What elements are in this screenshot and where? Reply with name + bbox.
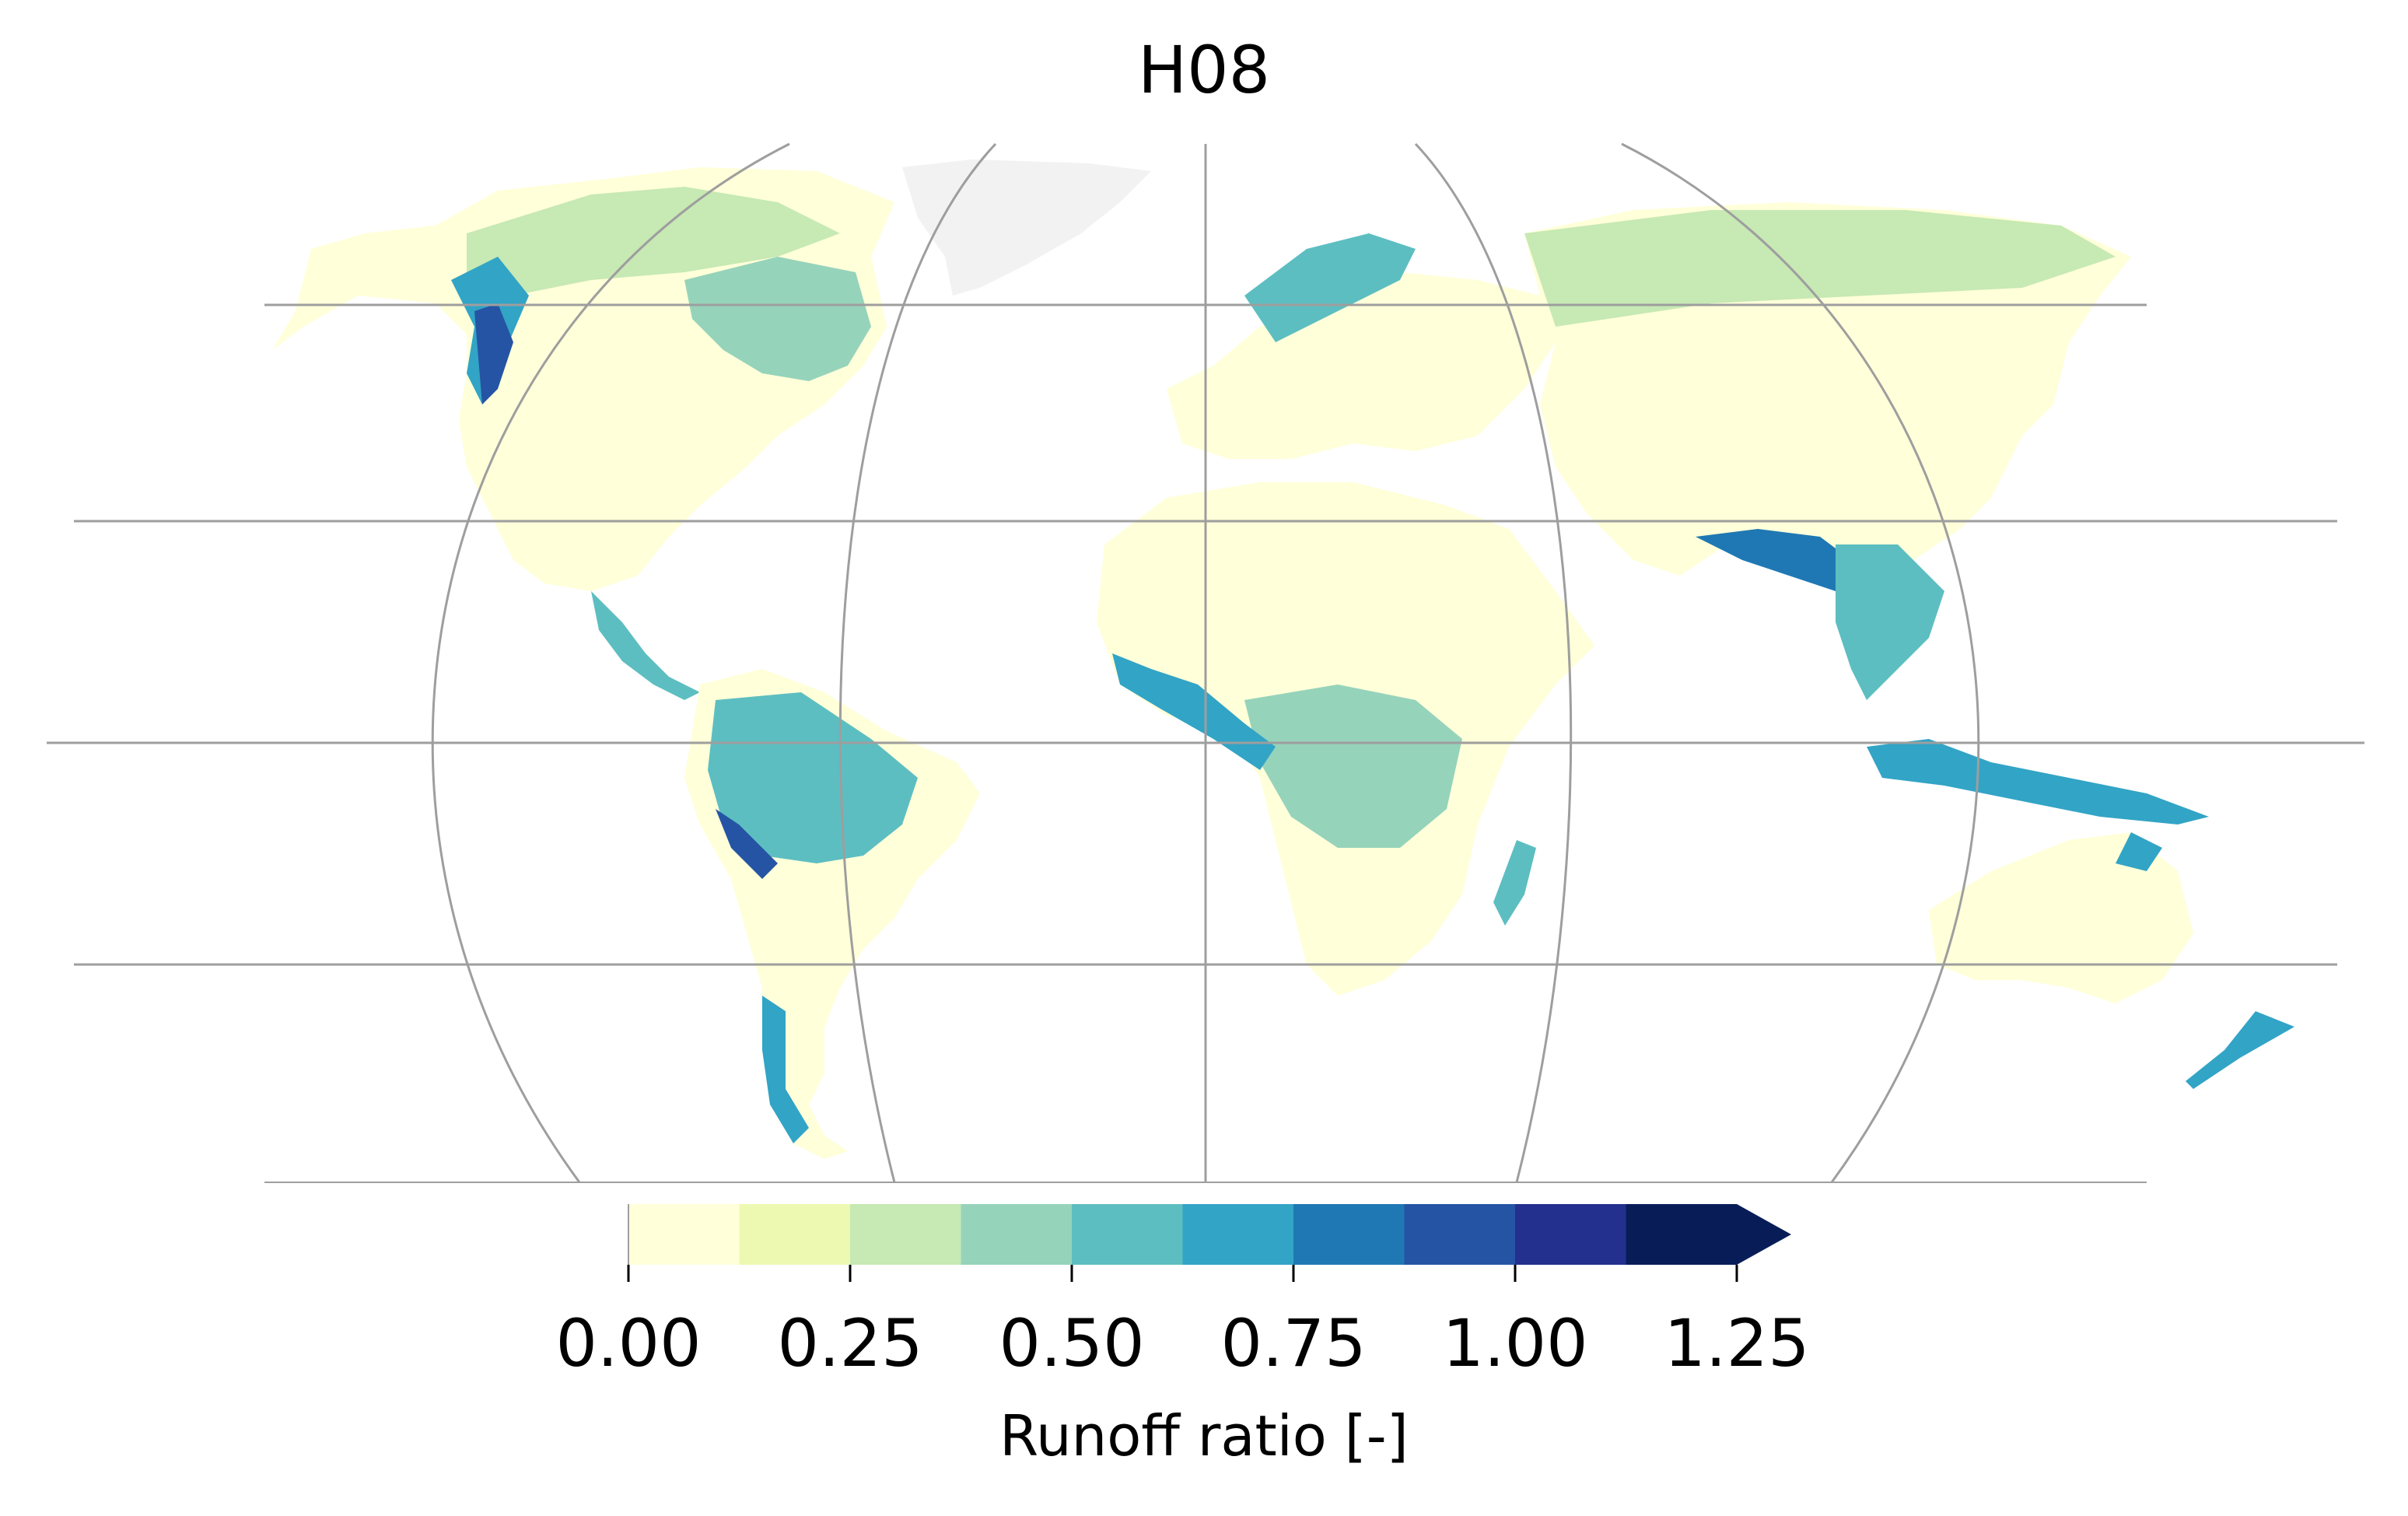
colorbar-tick-label: 1.00 bbox=[1442, 1305, 1588, 1381]
pacific-northwest bbox=[474, 303, 513, 404]
meridian-60w bbox=[838, 142, 997, 1183]
colorbar-swatch bbox=[850, 1204, 961, 1265]
north-america-wet bbox=[684, 257, 871, 381]
andes-wet bbox=[716, 809, 778, 879]
colorbar-tick-label: 0.00 bbox=[555, 1305, 702, 1381]
scandinavia bbox=[1244, 233, 1416, 342]
graticule bbox=[47, 142, 2364, 1183]
colorbar-extend-arrow bbox=[1737, 1204, 1791, 1265]
west-africa-coast bbox=[1112, 653, 1276, 770]
colorbar bbox=[627, 1204, 1791, 1282]
colorbar-swatch bbox=[1293, 1204, 1405, 1265]
colorbar-tick-label: 0.75 bbox=[1220, 1305, 1367, 1381]
north-america-canada bbox=[467, 187, 840, 296]
australia bbox=[1929, 832, 2193, 1003]
colorbar-tick-label: 0.25 bbox=[777, 1305, 923, 1381]
map-title: H08 bbox=[1137, 32, 1271, 108]
colorbar-label: Runoff ratio [-] bbox=[999, 1403, 1409, 1469]
colorbar-swatch bbox=[1072, 1204, 1183, 1265]
meridian-120e bbox=[1621, 142, 1980, 1183]
colorbar-tick-label: 1.25 bbox=[1664, 1305, 1810, 1381]
amazon-basin bbox=[708, 692, 918, 863]
new-zealand bbox=[2186, 1011, 2294, 1089]
himalaya-monsoon bbox=[1696, 529, 1851, 591]
australia-east-wet bbox=[2116, 832, 2162, 871]
siberia bbox=[1524, 210, 2116, 327]
colorbar-swatch bbox=[961, 1204, 1073, 1265]
colorbar-tick-label: 0.50 bbox=[999, 1305, 1145, 1381]
maritime-se-asia bbox=[1867, 739, 2209, 825]
congo-basin bbox=[1244, 684, 1462, 848]
land-masses bbox=[272, 159, 2294, 1159]
colorbar-swatch bbox=[1182, 1204, 1294, 1265]
meridian-60e bbox=[1414, 142, 1573, 1183]
madagascar bbox=[1493, 840, 1536, 926]
europe bbox=[1167, 272, 1556, 459]
greenland-no-data bbox=[902, 159, 1151, 296]
patagonia-wet bbox=[762, 996, 809, 1143]
southeast-asia bbox=[1836, 544, 1944, 700]
colorbar-swatch bbox=[1626, 1204, 1738, 1265]
colorbar-swatch bbox=[739, 1204, 851, 1265]
colorbar-swatch bbox=[1404, 1204, 1516, 1265]
central-america bbox=[591, 591, 700, 700]
colorbar-swatch bbox=[1515, 1204, 1626, 1265]
colorbar-swatch bbox=[628, 1204, 740, 1265]
meridian-120w bbox=[431, 142, 790, 1183]
